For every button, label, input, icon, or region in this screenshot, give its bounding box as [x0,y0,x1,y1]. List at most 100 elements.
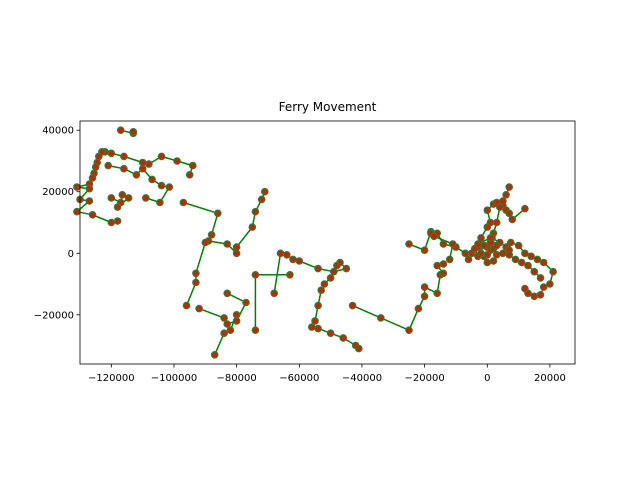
ferry-position-point [223,320,232,328]
ferry-position-point [173,157,181,165]
ferry-position-point [157,152,166,161]
ferry-position-point [329,267,338,276]
ferry-position-point [232,243,241,251]
axes-frame [79,120,576,365]
ferry-position-point [113,217,122,225]
ferry-position-point [521,284,529,293]
y-tick-label: 0 [68,249,74,260]
ferry-position-point [107,218,116,227]
ferry-position-point [257,195,266,204]
ferry-position-point [433,261,442,270]
ferry-position-point [120,164,128,173]
ferry-position-point [499,249,507,258]
ferry-position-point [192,269,200,278]
ferry-position-point [499,197,507,205]
ferry-position-point [116,126,125,135]
ferry-position-point [311,317,319,325]
ferry-position-point [104,161,113,170]
ferry-position-point [508,215,517,224]
x-tick-label: −20000 [405,373,445,384]
ferry-position-point [477,249,485,258]
ferry-position-point [107,194,116,202]
y-tick-label: −20000 [34,310,74,321]
ferry-position-point [220,314,228,322]
ferry-position-point [289,255,297,264]
ferry-position-point [326,329,335,338]
ferry-position-point [533,255,542,264]
ferry-position-point [445,255,454,264]
ferry-position-point [145,160,153,168]
ferry-position-point [242,298,250,307]
chart-title: Ferry Movement [279,100,377,114]
ferry-position-point [506,238,515,247]
ferry-position-point [495,203,504,211]
ferry-position-point [420,283,429,291]
ferry-position-point [232,249,241,258]
ferry-position-point [530,267,539,276]
ferry-position-point [433,289,442,298]
ferry-position-point [486,218,495,227]
x-tick-label: −80000 [217,373,257,384]
ferry-position-point [223,240,232,248]
route-points [73,126,557,359]
ferry-position-point [521,204,529,213]
ferry-position-point [505,209,514,218]
ferry-position-point [405,240,413,248]
x-tick-label: 0 [484,373,490,384]
ferry-position-point [157,181,166,190]
ferry-position-point [333,261,341,270]
ferry-position-point [165,183,174,191]
ferry-position-point [420,292,429,301]
ferry-position-point [539,283,548,291]
ferry-position-point [524,261,532,270]
ferry-position-point [85,184,94,193]
y-axis: −20000 0 20000 40000 [34,126,80,321]
ferry-position-point [73,183,81,191]
route-segment-6 [185,242,207,306]
ferry-position-point [376,314,385,322]
ferry-position-point [483,206,492,215]
ferry-position-point [282,251,291,259]
ferry-position-point [270,289,279,298]
ferry-position-point [148,175,156,184]
ferry-position-point [521,249,529,258]
ferry-position-point [156,198,164,207]
y-tick-label: 40000 [42,126,74,137]
ferry-position-point [546,280,554,288]
ferry-position-point [91,163,100,171]
ferry-position-point [142,194,150,202]
plot-area [73,126,557,359]
x-tick-label: −40000 [342,373,382,384]
ferry-position-point [527,252,535,261]
ferry-position-point [448,240,457,248]
ferry-position-point [536,290,545,299]
ferry-position-point [286,270,294,279]
ferry-position-point [118,191,127,199]
ferry-position-point [489,257,498,265]
ferry-position-point [536,274,545,282]
ferry-position-point [124,194,133,202]
ferry-position-point [517,258,526,267]
ferry-position-point [95,152,103,161]
ferry-position-point [480,241,488,250]
ferry-position-point [248,223,257,231]
ferry-position-point [342,264,351,273]
ferry-position-point [138,158,147,167]
ferry-position-point [339,334,348,342]
ferry-position-point [326,274,335,282]
ferry-position-point [505,183,514,191]
ferry-position-point [226,326,235,335]
ferry-position-point [129,128,138,136]
ferry-position-point [120,152,128,161]
ferry-position-point [439,240,448,248]
ferry-position-point [461,249,470,258]
ferry-position-point [251,270,260,279]
ferry-position-point [232,310,241,319]
ferry-position-point [210,350,219,359]
ferry-position-point [113,203,122,211]
ferry-position-point [439,269,448,278]
ferry-position-point [295,257,304,265]
ferry-position-point [539,258,548,267]
